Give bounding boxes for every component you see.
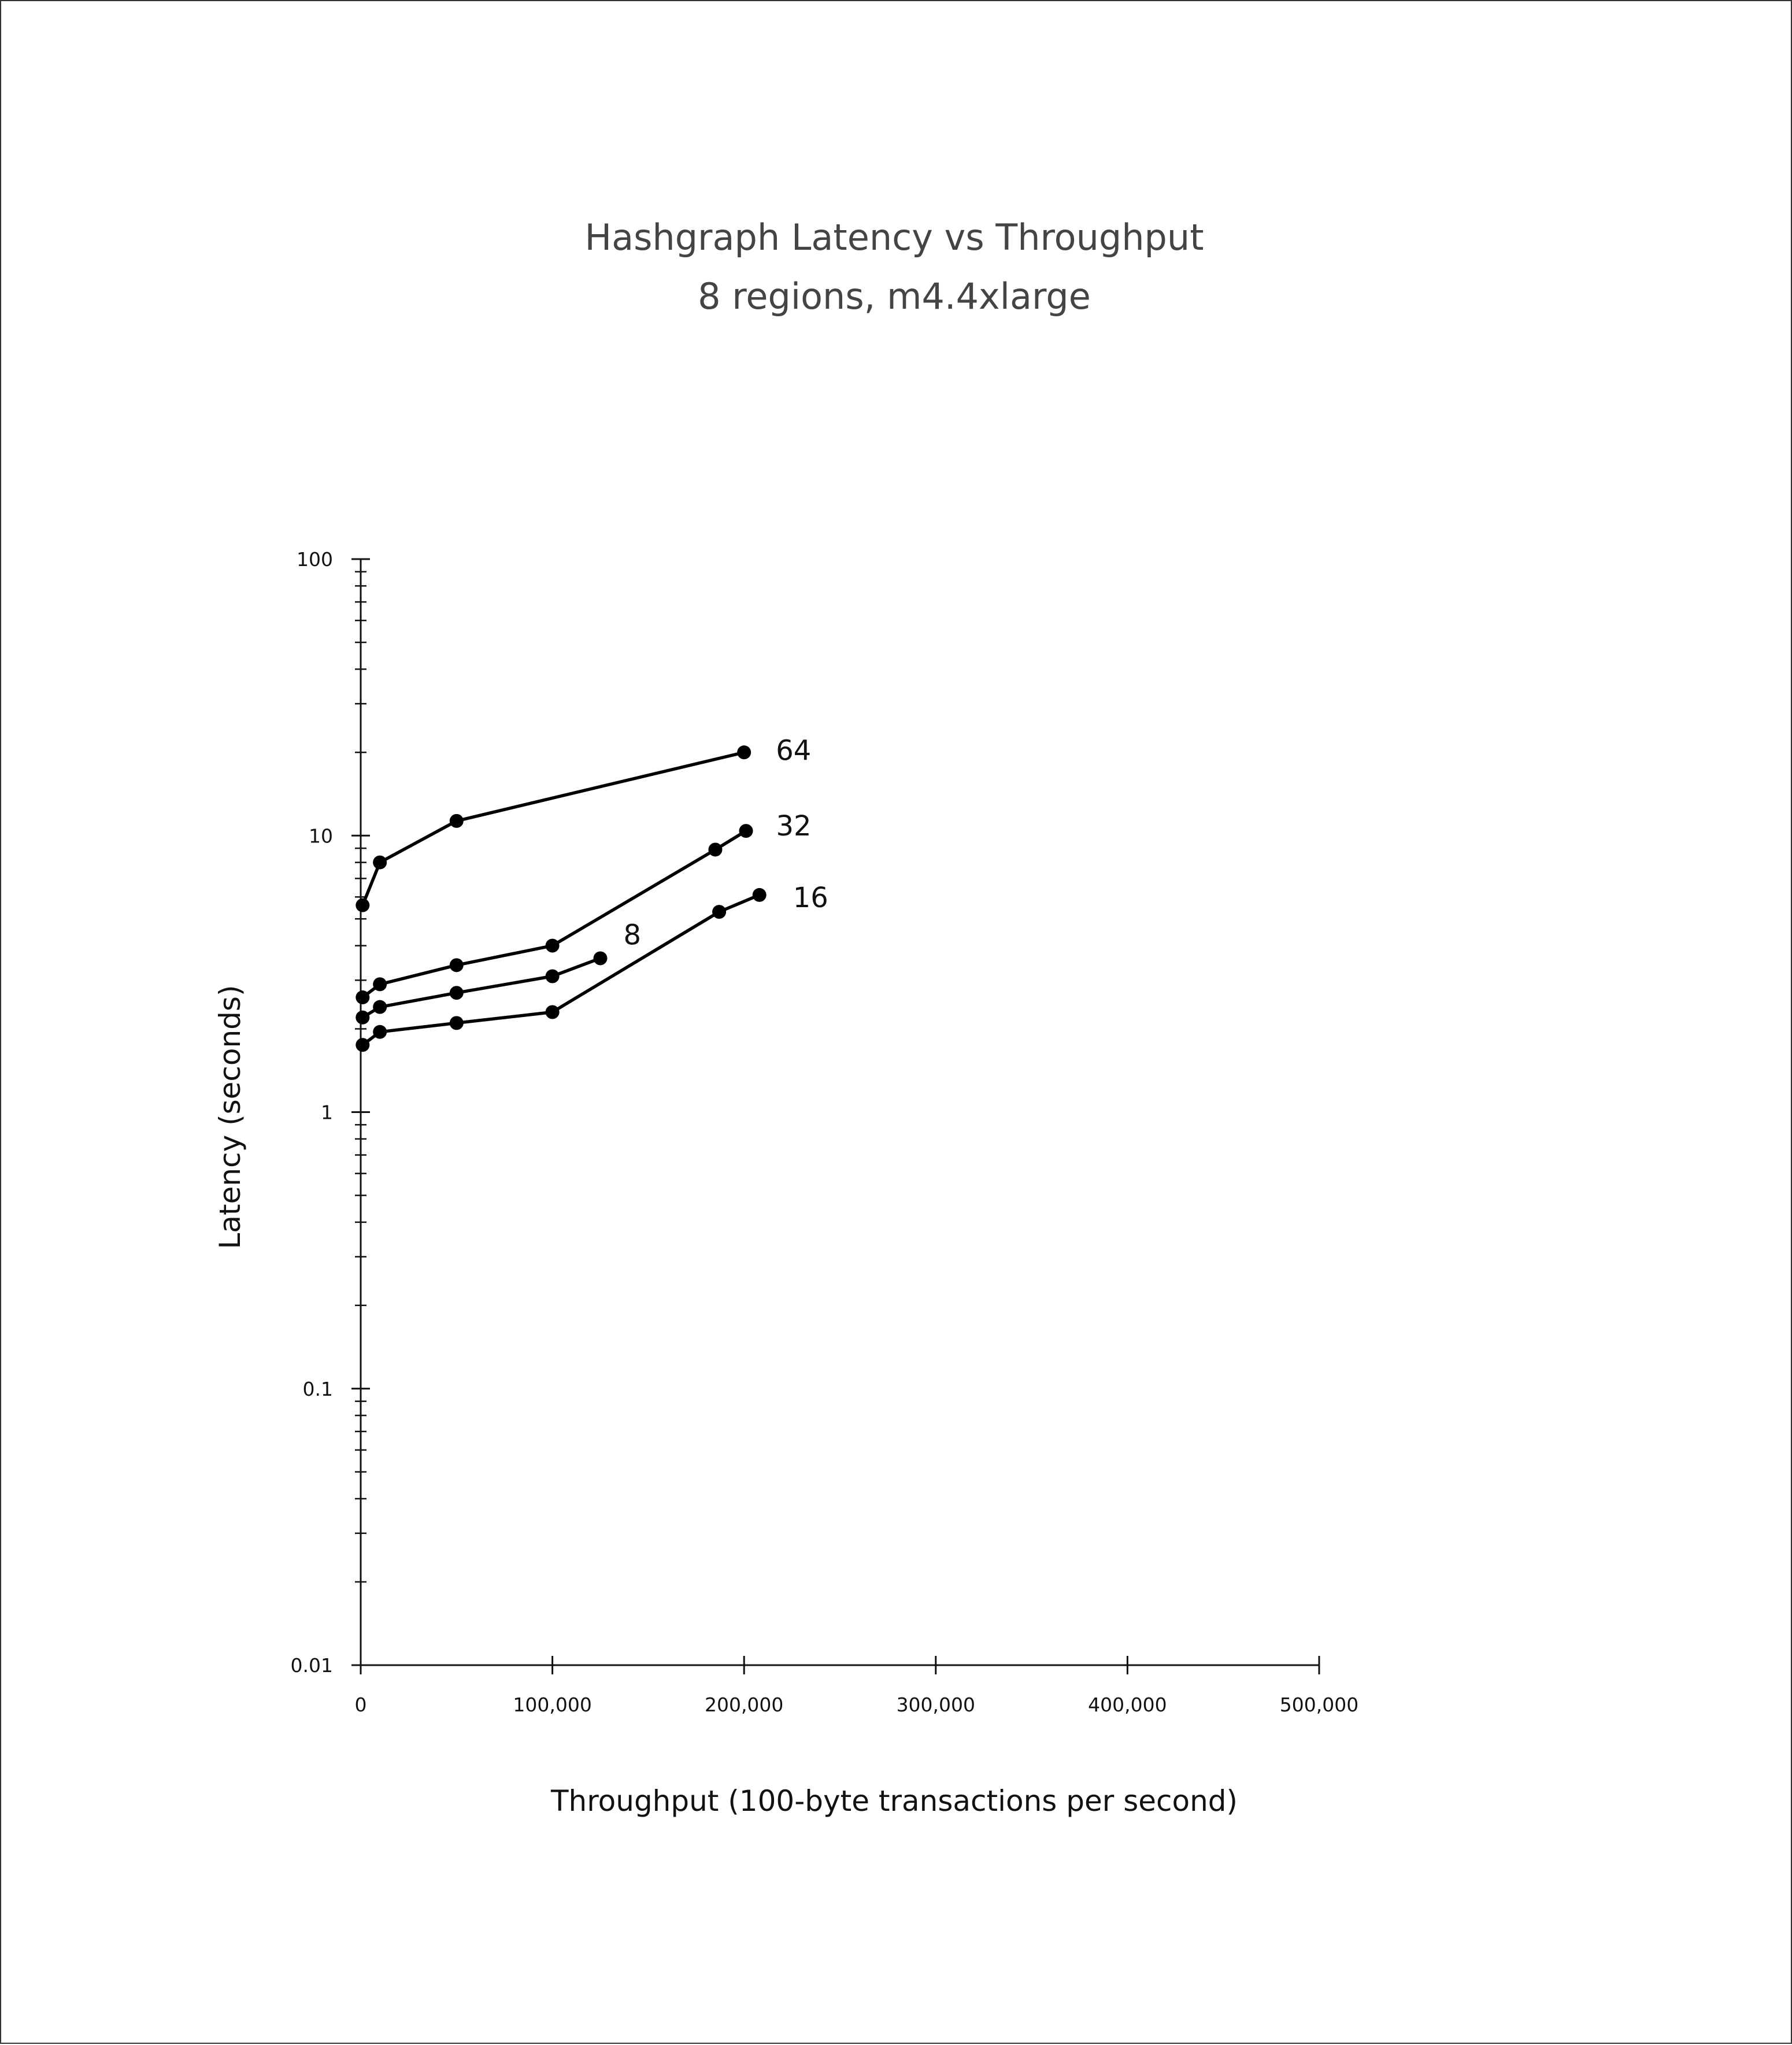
series-32: 32 [356,810,812,1005]
series-line-8 [361,956,601,1019]
data-point [449,958,464,972]
data-point [752,887,767,902]
y-tick-label: 100 [297,548,333,571]
data-point [449,1016,464,1030]
series-line-16 [361,893,760,1046]
x-axis-label: Throughput (100-byte transactions per se… [550,1784,1238,1818]
data-point [449,986,464,1000]
series-layer: 64 32 8 16 [356,734,828,1052]
data-point [356,1010,370,1025]
series-16: 16 [356,882,828,1052]
data-point [356,990,370,1005]
data-point [373,855,387,870]
series-label-64: 64 [776,734,811,767]
x-tick-label: 500,000 [1280,1693,1358,1716]
data-point [708,842,723,857]
data-point [373,977,387,992]
series-label-32: 32 [776,810,812,842]
chart-subtitle: 8 regions, m4.4xlarge [698,275,1091,317]
axes: 0.01 0.1 1 10 100 0 100,000 200,000 300,000 400,0… [291,548,1359,1716]
chart-title: Hashgraph Latency vs Throughput [584,216,1204,258]
data-point [449,813,464,828]
series-64: 64 [356,734,811,912]
data-point [356,1038,370,1052]
data-point [545,1005,560,1019]
data-point [737,745,751,760]
data-point [373,1025,387,1039]
data-point [712,905,727,919]
x-tick-label: 400,000 [1088,1693,1167,1716]
data-point [373,1000,387,1014]
series-8: 8 [356,919,642,1025]
data-point [545,938,560,953]
x-tick-label: 100,000 [513,1693,591,1716]
y-tick-label: 10 [309,824,333,847]
y-tick-label: 1 [321,1101,333,1124]
y-tick-label: 0.1 [303,1378,333,1400]
y-axis-label: Latency (seconds) [213,985,247,1249]
data-point [739,824,753,838]
x-tick-label: 300,000 [897,1693,975,1716]
x-tick-label: 200,000 [705,1693,783,1716]
data-point [356,898,370,912]
series-label-8: 8 [624,919,642,951]
y-tick-label: 0.01 [291,1654,333,1677]
data-point [545,969,560,983]
series-label-16: 16 [793,882,828,914]
data-point [593,951,608,966]
x-tick-label: 0 [355,1693,367,1716]
series-line-64 [361,750,745,906]
